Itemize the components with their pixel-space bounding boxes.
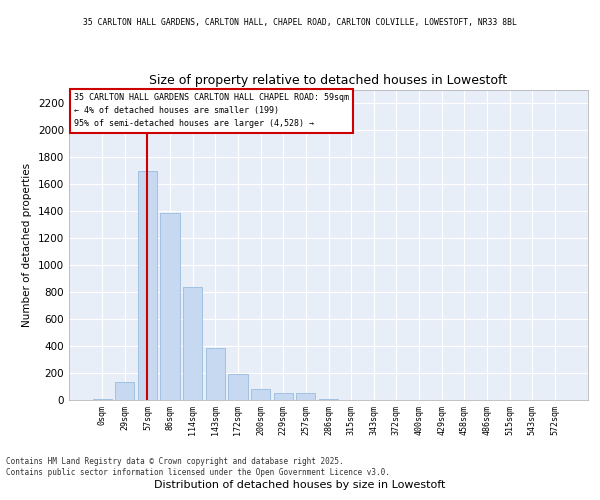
Title: Size of property relative to detached houses in Lowestoft: Size of property relative to detached ho… xyxy=(149,74,508,88)
Bar xyxy=(251,389,270,400)
Text: Distribution of detached houses by size in Lowestoft: Distribution of detached houses by size … xyxy=(154,480,446,490)
Text: 35 CARLTON HALL GARDENS CARLTON HALL CHAPEL ROAD: 59sqm
← 4% of detached houses : 35 CARLTON HALL GARDENS CARLTON HALL CHA… xyxy=(74,93,349,128)
Text: Contains HM Land Registry data © Crown copyright and database right 2025.
Contai: Contains HM Land Registry data © Crown c… xyxy=(6,458,390,477)
Bar xyxy=(183,287,202,400)
Bar xyxy=(115,382,134,400)
Bar xyxy=(229,374,248,400)
Bar xyxy=(160,212,180,400)
Text: 35 CARLTON HALL GARDENS, CARLTON HALL, CHAPEL ROAD, CARLTON COLVILLE, LOWESTOFT,: 35 CARLTON HALL GARDENS, CARLTON HALL, C… xyxy=(83,18,517,26)
Bar xyxy=(296,392,316,400)
Y-axis label: Number of detached properties: Number of detached properties xyxy=(22,163,32,327)
Bar xyxy=(138,171,157,400)
Bar xyxy=(274,392,293,400)
Bar xyxy=(206,348,225,400)
